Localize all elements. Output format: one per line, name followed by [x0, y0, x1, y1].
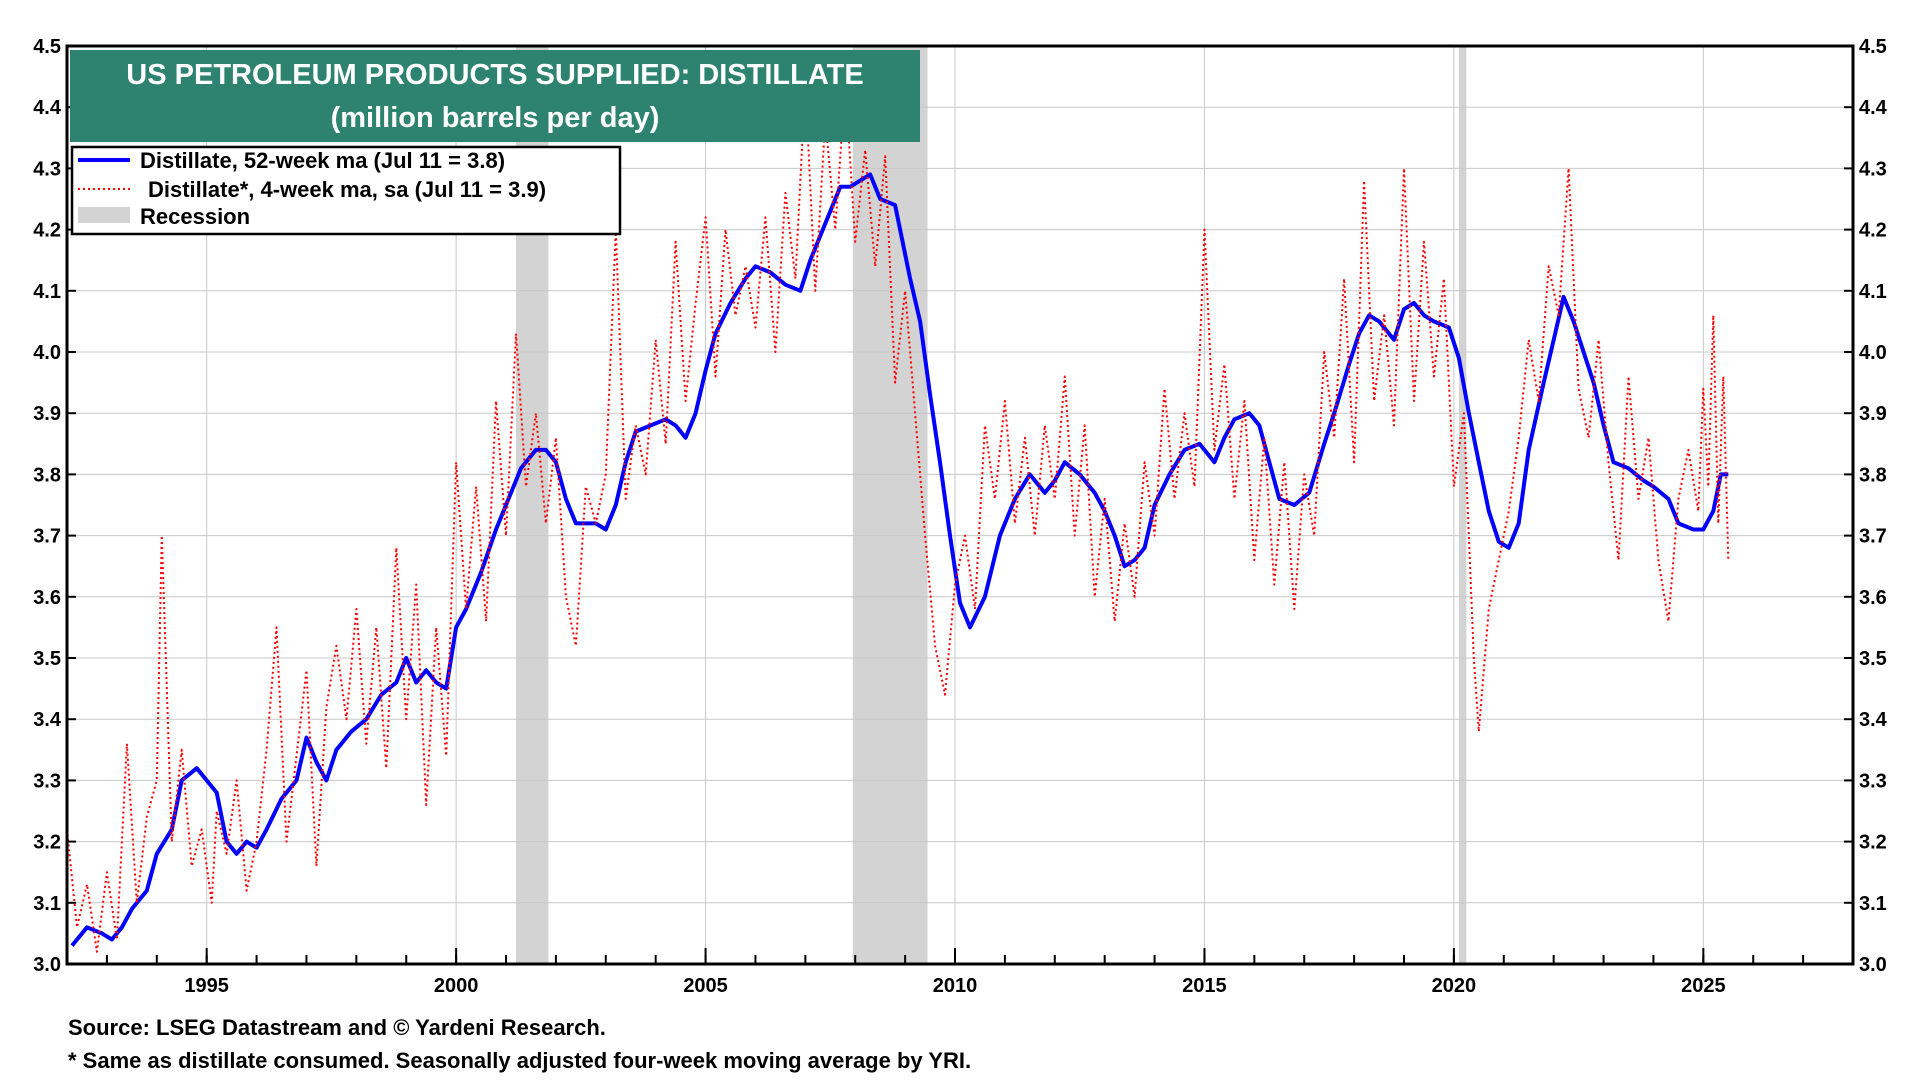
y-tick-label-right-5: 3.5: [1859, 648, 1887, 670]
footnote: * Same as distillate consumed. Seasonall…: [68, 1048, 971, 1073]
y-tick-label-left-2: 3.2: [33, 832, 61, 854]
series-lines: [66, 81, 1730, 953]
y-tick-label-left-1: 3.1: [33, 893, 61, 915]
legend-swatch-recession: [78, 207, 130, 223]
x-tick-label-4: 2015: [1182, 975, 1227, 997]
plot-frame: [65, 44, 1855, 966]
legend-label-recession: Recession: [140, 204, 250, 229]
x-tick-label-5: 2020: [1432, 975, 1477, 997]
title-background: [70, 50, 920, 142]
y-tick-label-right-14: 4.4: [1859, 97, 1888, 119]
y-tick-label-right-3: 3.3: [1859, 770, 1887, 792]
recession-band-1: [852, 46, 928, 964]
y-tick-label-left-0: 3.0: [33, 954, 61, 976]
y-tick-label-right-6: 3.6: [1859, 587, 1887, 609]
y-tick-label-right-13: 4.3: [1859, 158, 1887, 180]
y-tick-label-right-7: 3.7: [1859, 526, 1887, 548]
legend-label-4wk: Distillate*, 4-week ma, sa (Jul 11 = 3.9…: [148, 177, 546, 202]
recession-band-2: [1458, 46, 1467, 964]
y-tick-label-right-12: 4.2: [1859, 220, 1887, 242]
chart-title: US PETROLEUM PRODUCTS SUPPLIED: DISTILLA…: [126, 59, 863, 91]
y-tick-label-left-14: 4.4: [33, 97, 62, 119]
y-tick-label-left-5: 3.5: [33, 648, 61, 670]
x-tick-label-1: 2000: [434, 975, 479, 997]
y-tick-label-right-2: 3.2: [1859, 832, 1887, 854]
y-tick-label-left-13: 4.3: [33, 158, 61, 180]
y-tick-label-right-4: 3.4: [1859, 709, 1888, 731]
y-tick-label-left-11: 4.1: [33, 281, 61, 303]
x-tick-label-2: 2005: [683, 975, 728, 997]
x-tick-label-3: 2010: [933, 975, 978, 997]
legend: Distillate, 52-week ma (Jul 11 = 3.8) Di…: [70, 145, 622, 236]
y-tick-label-left-3: 3.3: [33, 770, 61, 792]
y-tick-label-right-0: 3.0: [1859, 954, 1887, 976]
series-line-1: [66, 81, 1730, 953]
y-tick-label-right-11: 4.1: [1859, 281, 1887, 303]
y-tick-label-left-10: 4.0: [33, 342, 61, 364]
legend-label-52wk: Distillate, 52-week ma (Jul 11 = 3.8): [140, 148, 505, 173]
y-tick-label-left-8: 3.8: [33, 464, 61, 486]
chart-subtitle: (million barrels per day): [331, 102, 660, 134]
y-tick-label-right-8: 3.8: [1859, 464, 1887, 486]
y-tick-label-right-10: 4.0: [1859, 342, 1887, 364]
y-tick-label-left-9: 3.9: [33, 403, 61, 425]
y-tick-label-left-7: 3.7: [33, 526, 61, 548]
source-note: Source: LSEG Datastream and © Yardeni Re…: [68, 1015, 606, 1040]
axes: 3.0 3.0 3.1 3.1 3.2 3.2 3.3 3.3 3.4 3.4 3.5 3.5 3.6 3…: [33, 36, 1887, 997]
y-tick-label-left-15: 4.5: [33, 36, 61, 58]
y-tick-label-right-9: 3.9: [1859, 403, 1887, 425]
legend-box: [70, 145, 622, 236]
y-tick-label-left-6: 3.6: [33, 587, 61, 609]
x-tick-label-0: 1995: [184, 975, 229, 997]
y-tick-label-right-1: 3.1: [1859, 893, 1887, 915]
y-tick-label-right-15: 4.5: [1859, 36, 1887, 58]
y-tick-label-left-4: 3.4: [33, 709, 62, 731]
series-line-0: [70, 172, 1729, 947]
y-tick-label-left-12: 4.2: [33, 220, 61, 242]
x-tick-label-6: 2025: [1681, 975, 1726, 997]
title-box: US PETROLEUM PRODUCTS SUPPLIED: DISTILLA…: [70, 50, 920, 142]
